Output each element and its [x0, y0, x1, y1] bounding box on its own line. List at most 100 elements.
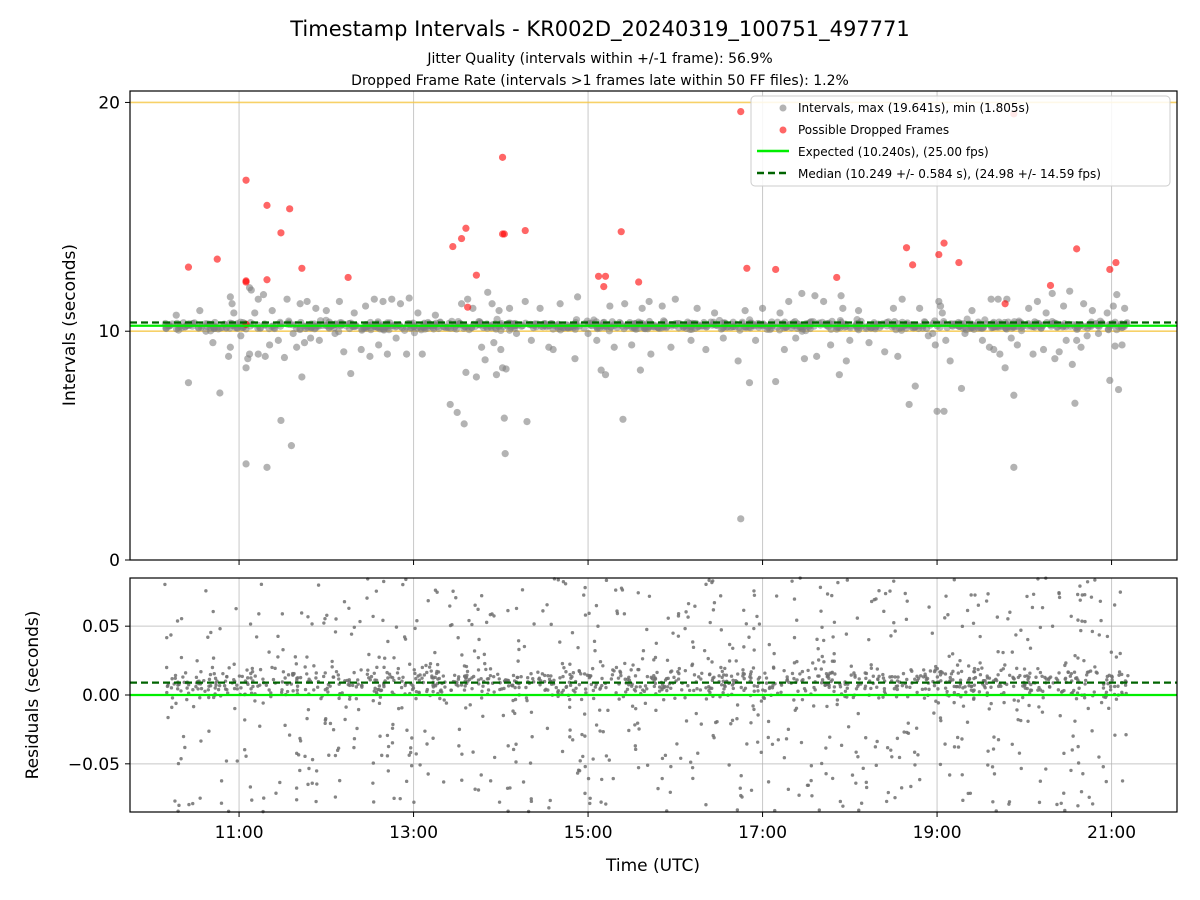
residual-point [823, 683, 828, 687]
dropped-frame-point [277, 229, 285, 237]
x-tick-label: 21:00 [1087, 823, 1136, 843]
interval-point [881, 348, 889, 356]
residual-point [514, 742, 518, 746]
residual-point [185, 697, 189, 702]
dropped-frame-point [601, 272, 610, 280]
residual-point [293, 655, 298, 659]
interval-point [889, 304, 898, 312]
residual-point [710, 580, 714, 585]
residual-point [194, 675, 199, 680]
residual-point [454, 682, 458, 687]
residual-point [314, 769, 319, 773]
residual-point [1076, 804, 1080, 808]
residual-point [1083, 682, 1087, 686]
residual-point [1086, 706, 1090, 711]
residual-point [185, 686, 189, 690]
residual-point [839, 743, 844, 748]
residual-point [604, 685, 608, 690]
residual-point [211, 609, 215, 614]
residual-point [506, 684, 511, 688]
residual-point [390, 741, 395, 745]
dropped-frame-point [833, 273, 841, 282]
residual-point [342, 599, 347, 604]
chart-legend: Intervals, max (19.641s), min (1.805s) P… [750, 95, 1171, 187]
residual-point [967, 676, 972, 681]
interval-point [658, 302, 666, 310]
residual-point [1047, 684, 1052, 689]
residual-point [939, 718, 943, 723]
residual-point [516, 659, 520, 663]
residual-point [540, 672, 545, 676]
residual-point [944, 594, 948, 598]
interval-point [251, 309, 259, 317]
residual-point [873, 745, 878, 749]
residual-point [903, 591, 907, 596]
residual-point [410, 687, 415, 692]
interval-point [505, 304, 514, 312]
residual-point [1056, 688, 1061, 692]
residual-point [315, 685, 320, 689]
residual-point [164, 665, 169, 670]
residual-point [609, 677, 614, 681]
residual-point [323, 718, 328, 722]
residual-point [660, 687, 664, 692]
residual-point [1099, 618, 1103, 623]
residual-point [1076, 618, 1080, 622]
residual-point [797, 793, 801, 797]
interval-point [800, 355, 809, 363]
residual-point [1101, 765, 1105, 769]
residual-point [473, 603, 477, 607]
residual-point [366, 668, 370, 672]
residual-point [261, 677, 265, 681]
residual-point [587, 676, 592, 680]
residual-point [952, 578, 956, 582]
residual-point [719, 683, 724, 687]
residual-point [677, 666, 682, 671]
residual-point [986, 749, 990, 753]
residual-point [752, 593, 757, 597]
residual-point [371, 800, 376, 804]
residual-point [943, 672, 948, 676]
interval-point [719, 334, 727, 342]
residual-point [506, 608, 510, 613]
interval-point [418, 350, 426, 358]
residual-point [893, 795, 897, 800]
residual-point [960, 737, 964, 741]
residual-point [956, 745, 961, 749]
residual-point [616, 676, 621, 680]
residual-point [253, 699, 257, 703]
residuals-y-tick-label: 0.00 [82, 686, 120, 706]
residual-point [1069, 614, 1073, 618]
residual-point [856, 711, 860, 716]
interval-point [497, 345, 505, 354]
residual-point [511, 709, 515, 713]
residual-point [748, 675, 752, 679]
interval-point [775, 326, 784, 334]
residual-point [360, 683, 364, 688]
residual-point [875, 739, 879, 744]
residual-point [1078, 584, 1082, 588]
interval-point [283, 295, 291, 303]
residual-point [655, 670, 659, 675]
residual-point [820, 678, 825, 682]
residual-point [607, 758, 612, 762]
residual-point [1066, 670, 1070, 674]
residual-point [871, 674, 875, 678]
residual-point [381, 618, 385, 623]
interval-point [776, 309, 784, 317]
residual-point [927, 605, 931, 609]
residual-point [741, 674, 745, 678]
interval-point [488, 300, 496, 308]
interval-point [1029, 350, 1037, 358]
residual-point [306, 782, 310, 787]
residual-point [932, 683, 937, 688]
interval-point [1013, 341, 1021, 349]
residual-point [690, 662, 695, 666]
residual-point [476, 678, 481, 682]
residual-point [208, 672, 213, 677]
residual-point [761, 695, 766, 700]
residual-point [181, 734, 186, 739]
interval-point [1068, 360, 1076, 368]
residual-point [934, 699, 938, 703]
residual-point [506, 744, 510, 748]
